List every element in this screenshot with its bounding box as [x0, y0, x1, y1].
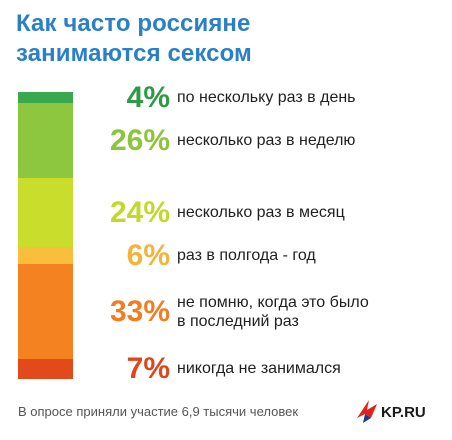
category-label: никогда не занимался	[177, 359, 437, 378]
category-label-line: в последний раз	[177, 312, 299, 330]
category-label: несколько раз в неделю	[177, 131, 437, 150]
kp-logo[interactable]: KP.RU	[355, 396, 437, 426]
kp-star-icon	[357, 400, 377, 423]
bar-segment-6	[18, 358, 73, 379]
category-label-line: не помню, когда это было	[177, 293, 369, 311]
stacked-bar	[18, 92, 73, 379]
chart-title: Как часто россияне занимаются сексом	[16, 9, 436, 69]
category-label: несколько раз в месяц	[177, 203, 437, 222]
category-label: раз в полгода - год	[177, 246, 437, 265]
legend-row-6: 7% никогда не занимался	[0, 351, 452, 385]
bar-segment-2	[18, 103, 73, 179]
legend-row-5: 33% не помню, когда это было в последний р…	[0, 294, 452, 330]
legend-row-4: 6% раз в полгода - год	[0, 238, 452, 272]
category-label-line: несколько раз в неделю	[177, 132, 356, 150]
bar-segment-3	[18, 178, 73, 247]
legend-row-3: 24% несколько раз в месяц	[0, 195, 452, 229]
bar-segment-5	[18, 264, 73, 359]
value-label: 33%	[109, 294, 170, 328]
title-line-2: занимаются сексом	[16, 40, 252, 67]
category-label: не помню, когда это было в последний раз	[177, 293, 437, 331]
category-label-line: по нескольку раз в день	[177, 89, 356, 107]
value-label: 7%	[126, 351, 170, 385]
value-label: 24%	[109, 195, 170, 229]
legend-row-2: 26% несколько раз в неделю	[0, 123, 452, 157]
category-label-line: никогда не занимался	[177, 360, 341, 378]
title-line-1: Как часто россияне	[16, 10, 251, 37]
category-label-line: раз в полгода - год	[177, 247, 316, 265]
value-label: 26%	[109, 123, 170, 157]
logo-text: KP.RU	[381, 404, 426, 421]
bar-segment-1	[18, 92, 73, 104]
bar-segment-4	[18, 246, 73, 265]
category-label: по нескольку раз в день	[177, 88, 437, 107]
category-label-line: несколько раз в месяц	[177, 204, 345, 222]
value-label: 4%	[126, 80, 170, 114]
survey-note: В опросе приняли участие 6,9 тысячи чело…	[18, 404, 299, 419]
legend-row-1: 4% по нескольку раз в день	[0, 80, 452, 114]
value-label: 6%	[126, 238, 170, 272]
